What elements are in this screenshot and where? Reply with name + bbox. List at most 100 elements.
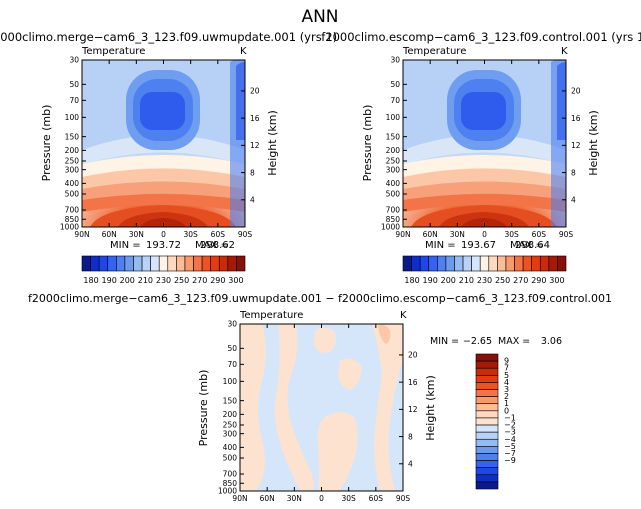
panel-2-y2label: Height (km) xyxy=(587,110,600,176)
y-tick-label: 150 xyxy=(386,132,401,141)
colorbar-label: −2 xyxy=(504,421,516,430)
colorbar-swatch xyxy=(479,255,490,272)
x-tick-label: 0 xyxy=(319,494,324,503)
panel-2-ylabel: Pressure (mb) xyxy=(361,105,374,182)
y2-tick-label: 16 xyxy=(408,378,418,387)
x-tick-label: 30N xyxy=(450,230,465,239)
colorbar-label: −9 xyxy=(504,456,516,465)
colorbar-label: −4 xyxy=(504,435,516,444)
colorbar-label: 270 xyxy=(513,276,528,285)
colorbar-label: −3 xyxy=(504,428,516,437)
colorbar-swatch xyxy=(488,255,498,272)
colorbar-swatch xyxy=(428,255,438,272)
panel-2-right-label: K xyxy=(561,46,568,57)
colorbar-swatch xyxy=(475,360,499,369)
colorbar-swatch xyxy=(411,255,421,272)
colorbar-swatch xyxy=(514,255,524,272)
x-tick-label: 0 xyxy=(482,230,487,239)
panel-2-left-label: Temperature xyxy=(402,46,466,57)
colorbar-label: 7 xyxy=(504,364,509,373)
y-tick-label: 850 xyxy=(223,479,238,488)
colorbar-label: −1 xyxy=(504,413,516,422)
colorbar-label: −7 xyxy=(504,449,516,458)
y-tick-label: 50 xyxy=(227,344,237,353)
panel-1-field xyxy=(81,59,246,228)
panel-1-max-value: 298.62 xyxy=(200,240,235,251)
colorbar-swatch xyxy=(475,474,499,483)
colorbar-swatch xyxy=(167,255,177,272)
panel-2-max-value: 298.64 xyxy=(515,240,550,251)
figure-title: ANN xyxy=(301,7,338,27)
y-tick-label: 200 xyxy=(386,146,401,155)
y2-tick-label: 4 xyxy=(408,459,413,468)
x-tick-label: 60S xyxy=(532,230,547,239)
y2-tick-label: 20 xyxy=(250,87,260,96)
panel-2-title: f2000climo.escomp−cam6_3_123.f09.control… xyxy=(321,30,641,44)
colorbar-label: 180 xyxy=(404,276,419,285)
colorbar-swatch xyxy=(475,382,499,390)
y-tick-label: 500 xyxy=(65,190,80,199)
colorbar-swatch xyxy=(475,367,499,376)
colorbar-swatch xyxy=(81,255,91,272)
y-tick-label: 200 xyxy=(223,410,238,419)
x-tick-label: 0 xyxy=(161,230,166,239)
y-tick-label: 70 xyxy=(69,96,79,105)
colorbar-label: 290 xyxy=(531,276,546,285)
panel-1-y2label: Height (km) xyxy=(266,110,279,176)
y-tick-label: 30 xyxy=(227,320,237,329)
panel-3-axes: Pressure (mb) Height (km) xyxy=(197,370,437,447)
colorbar-swatch xyxy=(445,255,455,272)
colorbar-swatch xyxy=(475,460,499,468)
x-tick-label: 30S xyxy=(505,230,520,239)
y2-tick-label: 8 xyxy=(408,432,413,441)
y-tick-label: 150 xyxy=(223,396,238,405)
y2-tick-label: 16 xyxy=(250,114,260,123)
y2-tick-label: 8 xyxy=(571,168,576,177)
colorbar-swatch xyxy=(141,255,151,272)
colorbar-swatch xyxy=(98,255,109,272)
colorbar-label: 9 xyxy=(504,357,509,366)
colorbar-swatch xyxy=(227,255,237,272)
colorbar-label: 250 xyxy=(495,276,510,285)
colorbar-swatch xyxy=(150,255,160,272)
y-tick-label: 1000 xyxy=(218,487,237,496)
y-tick-label: 300 xyxy=(223,429,238,438)
colorbar-label: 200 xyxy=(120,276,135,285)
x-tick-label: 30N xyxy=(287,494,302,503)
colorbar-swatch xyxy=(475,417,499,426)
colorbar-swatch xyxy=(116,255,126,272)
colorbar-label: 210 xyxy=(138,276,153,285)
colorbar-swatch xyxy=(475,396,499,405)
colorbar-swatch xyxy=(402,255,412,272)
panel-2-axes: Pressure (mb) Height (km) xyxy=(361,105,600,182)
y-tick-label: 250 xyxy=(386,157,401,166)
panel-3-title: f2000climo.merge−cam6_3_123.f09.uwmupdat… xyxy=(28,292,612,305)
colorbar-swatch xyxy=(454,255,464,272)
y-tick-label: 50 xyxy=(390,80,400,89)
panel-1-title: f2000climo.merge−cam6_3_123.f09.uwmupdat… xyxy=(0,30,337,44)
y-tick-label: 300 xyxy=(65,165,80,174)
y-tick-label: 400 xyxy=(223,443,238,452)
colorbar-label: 200 xyxy=(441,276,456,285)
y-tick-label: 500 xyxy=(386,190,401,199)
x-tick-label: 90S xyxy=(238,230,253,239)
x-tick-label: 30N xyxy=(129,230,144,239)
y-tick-label: 30 xyxy=(69,56,79,65)
y2-tick-label: 12 xyxy=(571,141,581,150)
colorbar-label: 180 xyxy=(83,276,98,285)
y2-tick-label: 20 xyxy=(408,351,418,360)
panel-3-max-label: MAX = xyxy=(498,336,530,347)
y2-tick-label: 8 xyxy=(250,168,255,177)
panel-1-ticks: 90N 60N 30N 0 30S 60S 90S 30 50 70 100 150 200 250300… xyxy=(60,56,260,239)
colorbar-swatch xyxy=(475,453,499,461)
x-tick-label: 60N xyxy=(423,230,438,239)
colorbar-label: 4 xyxy=(504,378,509,387)
y-tick-label: 250 xyxy=(223,421,238,430)
panel-2-min-value: 193.67 xyxy=(461,240,496,251)
x-tick-label: 90S xyxy=(559,230,574,239)
colorbar-swatch xyxy=(193,255,203,272)
y-tick-label: 700 xyxy=(223,470,238,479)
colorbar-swatch xyxy=(475,431,499,440)
colorbar-swatch xyxy=(133,255,143,272)
